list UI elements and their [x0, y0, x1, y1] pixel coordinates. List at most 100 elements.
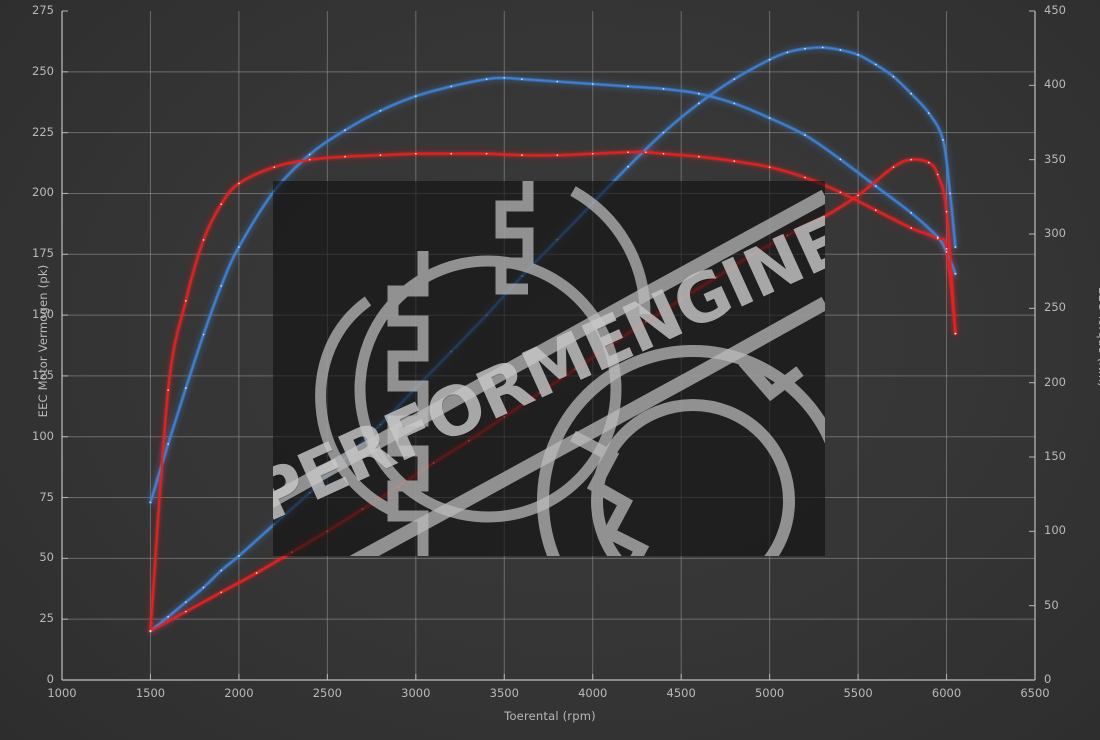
series-marker — [892, 166, 895, 169]
x-tick-2500: 2500 — [312, 686, 342, 700]
y-tick-right-0: 0 — [1044, 672, 1052, 686]
y-tick-right-450: 450 — [1044, 3, 1066, 17]
series-marker — [839, 49, 842, 51]
series-marker — [804, 134, 806, 136]
series-marker — [308, 491, 311, 494]
series-marker — [485, 152, 488, 155]
y-tick-left-100: 100 — [32, 428, 54, 443]
series-marker — [874, 63, 877, 66]
series-marker — [202, 586, 205, 589]
axis-lines — [61, 10, 1036, 681]
series-marker — [910, 158, 913, 161]
series-marker — [821, 216, 824, 219]
y-tick-right-250: 250 — [1044, 300, 1066, 315]
x-axis-title: Toerental (rpm) — [504, 709, 596, 723]
series-marker — [945, 247, 948, 250]
series-marker — [591, 152, 594, 155]
series-marker — [733, 102, 736, 105]
x-tick-5500: 5500 — [843, 686, 873, 700]
series-glow — [148, 45, 958, 634]
series-marker — [786, 234, 789, 237]
y-tick-left-75: 75 — [39, 489, 54, 504]
series-marker — [768, 58, 771, 61]
series-marker — [255, 572, 258, 574]
x-tick-6500: 6500 — [1020, 686, 1050, 700]
series-line-3 — [149, 158, 957, 632]
series-marker — [379, 154, 382, 157]
y-tick-right-200: 200 — [1044, 374, 1066, 389]
y-axis-right-title: EEC Torque (Nm) — [1096, 287, 1100, 387]
series-marker — [556, 238, 559, 241]
series-marker — [591, 83, 594, 85]
series-marker — [450, 350, 453, 353]
series-marker — [167, 389, 170, 391]
series-marker — [768, 166, 771, 169]
y-tick-left-275: 275 — [32, 3, 54, 17]
series-marker — [733, 160, 736, 163]
series-marker — [910, 227, 913, 229]
series-marker — [220, 591, 223, 594]
series-marker — [414, 152, 417, 155]
x-tick-1000: 1000 — [47, 686, 77, 700]
series-marker — [874, 185, 877, 188]
series-line-2 — [149, 151, 957, 632]
series-marker — [839, 191, 842, 194]
y-tick-right-100: 100 — [1044, 523, 1066, 538]
x-tick-4500: 4500 — [666, 686, 696, 700]
series-marker — [949, 192, 951, 195]
x-tick-6000: 6000 — [931, 686, 962, 700]
series-marker — [485, 314, 488, 316]
series-marker — [942, 139, 944, 141]
series-marker — [786, 51, 789, 54]
series-marker — [857, 194, 859, 197]
series-marker — [821, 46, 824, 49]
series-marker — [644, 320, 647, 323]
series-marker — [697, 92, 700, 95]
series-marker — [644, 151, 647, 154]
y-tick-left-0: 0 — [46, 672, 54, 686]
series-marker — [627, 151, 630, 154]
series-marker — [202, 239, 205, 241]
series-marker — [326, 530, 329, 533]
y-tick-right-150: 150 — [1044, 449, 1066, 463]
y-tick-left-25: 25 — [39, 611, 54, 626]
series-marker — [344, 155, 346, 158]
series-marker — [167, 615, 170, 618]
x-tick-4000: 4000 — [578, 686, 608, 700]
x-tick-1500: 1500 — [135, 686, 166, 700]
y-tick-left-125: 125 — [32, 367, 54, 382]
series-marker — [220, 203, 223, 206]
y-tick-left-225: 225 — [32, 124, 54, 139]
series-marker — [591, 202, 594, 205]
y-axis-left-title: EEC Motor Vermogen (pk) — [36, 264, 50, 418]
y-tick-right-300: 300 — [1044, 226, 1066, 240]
series-marker — [503, 415, 506, 418]
series-marker — [715, 276, 718, 279]
series-marker — [308, 153, 311, 156]
series-marker — [954, 332, 957, 335]
series-marker — [556, 80, 559, 83]
series-marker — [945, 210, 948, 213]
series-marker — [627, 165, 630, 168]
series-marker — [574, 368, 576, 371]
series-marker — [414, 387, 417, 389]
series-marker — [202, 333, 205, 336]
y-tick-left-50: 50 — [39, 550, 54, 565]
series-marker — [149, 501, 152, 504]
series-marker — [397, 485, 400, 488]
series-marker — [344, 457, 346, 460]
series-marker — [662, 131, 665, 134]
series-marker — [184, 387, 187, 389]
series-marker — [485, 78, 488, 81]
series-marker — [521, 78, 523, 81]
series-marker — [220, 569, 223, 572]
series-marker — [184, 610, 187, 613]
series-marker — [184, 601, 187, 604]
series-marker — [936, 173, 939, 176]
x-tick-3500: 3500 — [489, 686, 519, 700]
series-marker — [467, 439, 470, 442]
series-marker — [874, 209, 877, 212]
series-marker — [167, 443, 170, 445]
series-glow-1 — [148, 45, 958, 634]
series-marker — [627, 85, 630, 88]
